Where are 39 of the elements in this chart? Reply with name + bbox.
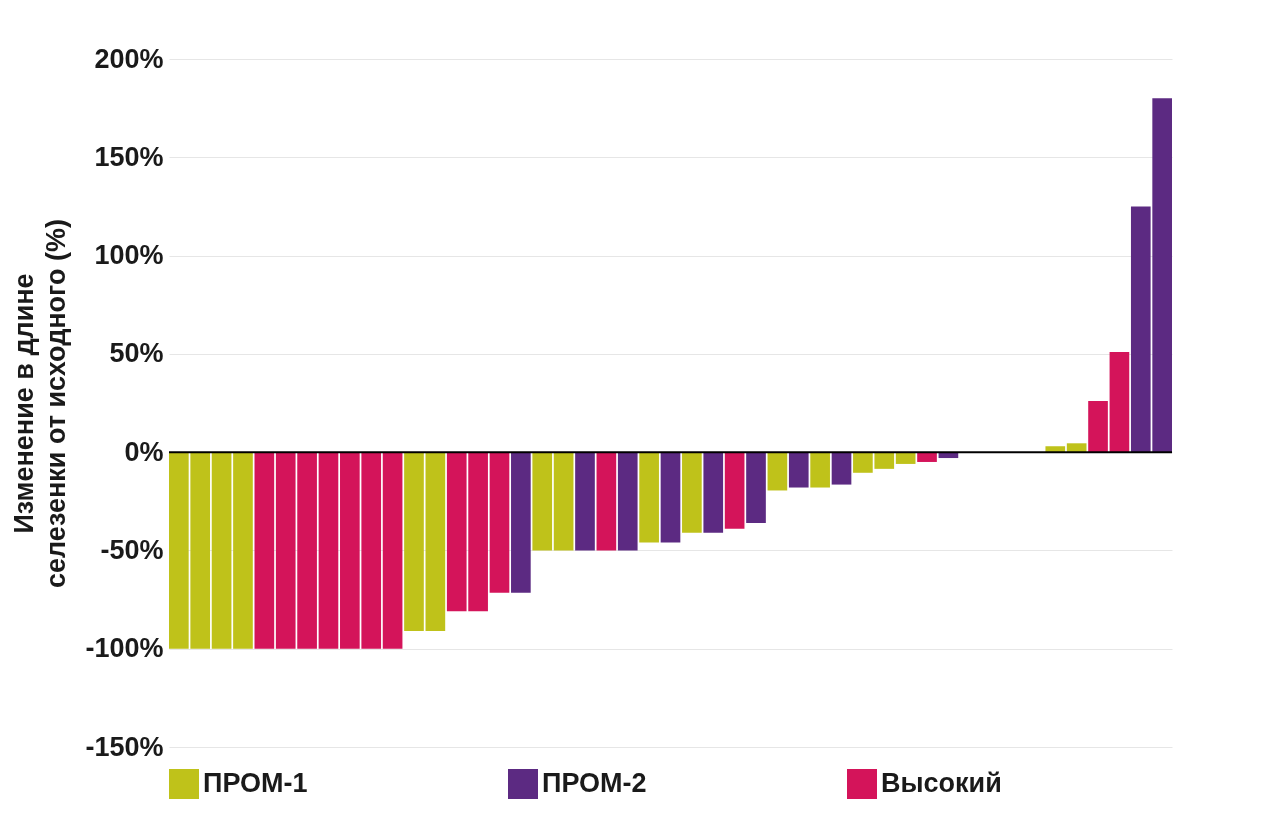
legend-label: ПРОМ-1 — [203, 768, 308, 798]
bar — [746, 452, 766, 523]
y-tick-label: -100% — [85, 633, 164, 664]
bar — [1088, 401, 1108, 453]
legend-label: ПРОМ-2 — [542, 768, 647, 798]
bar — [831, 452, 852, 485]
bar — [788, 452, 809, 488]
bar — [596, 452, 617, 551]
bar — [254, 452, 275, 649]
y-tick-label: 50% — [109, 338, 164, 369]
y-tick-label: 150% — [94, 141, 164, 172]
bar — [532, 452, 553, 551]
bar — [1109, 351, 1130, 453]
bar — [660, 452, 681, 543]
bar — [511, 452, 531, 593]
bar — [682, 452, 702, 533]
y-tick-label: -50% — [100, 534, 164, 565]
bar — [617, 452, 638, 551]
bar — [318, 452, 339, 649]
bar — [553, 452, 574, 551]
bar — [233, 452, 253, 649]
bar — [211, 452, 232, 649]
bar — [404, 452, 424, 632]
y-tick-label: -150% — [85, 731, 164, 762]
bar — [810, 452, 830, 488]
y-tick-label: 100% — [94, 240, 164, 271]
bar — [895, 452, 916, 464]
legend-label: Высокий — [881, 768, 1002, 798]
bar — [703, 452, 724, 533]
bar — [575, 452, 595, 551]
bar — [639, 452, 659, 543]
y-tick-label: 0% — [124, 436, 164, 467]
bar — [425, 452, 446, 632]
y-axis-title: Изменение в длине селезенки от исходного (%) — [9, 219, 72, 588]
bar — [724, 452, 745, 529]
bar — [489, 452, 510, 593]
bar — [382, 452, 403, 649]
bar — [767, 452, 788, 491]
y-tick-label: 200% — [94, 43, 164, 74]
